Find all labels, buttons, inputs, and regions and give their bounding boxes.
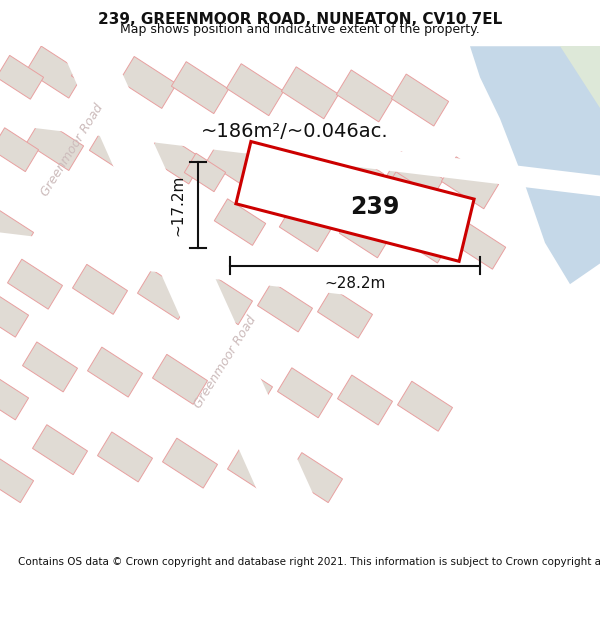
Polygon shape [0, 211, 34, 254]
Polygon shape [386, 152, 443, 204]
Polygon shape [391, 74, 449, 126]
Polygon shape [266, 142, 323, 194]
Polygon shape [217, 361, 272, 411]
Polygon shape [337, 375, 392, 425]
Polygon shape [397, 381, 452, 431]
Polygon shape [22, 342, 77, 392]
Polygon shape [0, 376, 29, 420]
Polygon shape [0, 103, 600, 196]
Polygon shape [71, 51, 128, 103]
Polygon shape [115, 146, 155, 184]
Text: ~28.2m: ~28.2m [325, 276, 386, 291]
Polygon shape [197, 275, 253, 324]
Polygon shape [60, 46, 340, 553]
Polygon shape [319, 166, 361, 204]
Polygon shape [163, 438, 218, 488]
Polygon shape [73, 264, 128, 314]
Polygon shape [184, 153, 226, 192]
Polygon shape [26, 46, 83, 98]
Text: Greenmoor Road: Greenmoor Road [38, 101, 106, 198]
Text: Contains OS data © Crown copyright and database right 2021. This information is : Contains OS data © Crown copyright and d… [18, 557, 600, 567]
Text: 239: 239 [350, 194, 400, 219]
Polygon shape [32, 424, 88, 474]
Polygon shape [385, 172, 425, 211]
Text: Greenmoor Road: Greenmoor Road [191, 313, 259, 410]
Polygon shape [152, 354, 208, 404]
Polygon shape [227, 446, 283, 496]
Polygon shape [442, 157, 499, 209]
Polygon shape [0, 127, 38, 172]
Polygon shape [206, 137, 263, 189]
Polygon shape [250, 159, 290, 198]
Polygon shape [26, 119, 83, 171]
Polygon shape [277, 368, 332, 418]
Text: ~17.2m: ~17.2m [170, 174, 185, 236]
Polygon shape [119, 56, 176, 109]
Polygon shape [88, 347, 143, 397]
Polygon shape [0, 459, 34, 503]
Polygon shape [257, 282, 313, 332]
Polygon shape [454, 222, 506, 269]
Text: ~186m²/~0.046ac.: ~186m²/~0.046ac. [201, 122, 389, 141]
Polygon shape [317, 288, 373, 338]
Polygon shape [326, 146, 383, 198]
Polygon shape [89, 126, 146, 178]
Polygon shape [337, 70, 394, 122]
Polygon shape [0, 232, 600, 326]
Polygon shape [236, 141, 474, 261]
Polygon shape [470, 46, 600, 284]
Polygon shape [146, 132, 203, 184]
Polygon shape [0, 56, 44, 99]
Polygon shape [0, 293, 29, 337]
Polygon shape [214, 199, 266, 246]
Polygon shape [281, 67, 338, 119]
Polygon shape [7, 259, 62, 309]
Polygon shape [560, 46, 600, 108]
Text: Map shows position and indicative extent of the property.: Map shows position and indicative extent… [120, 23, 480, 36]
Text: 239, GREENMOOR ROAD, NUNEATON, CV10 7EL: 239, GREENMOOR ROAD, NUNEATON, CV10 7EL [98, 11, 502, 26]
Polygon shape [137, 269, 193, 319]
Polygon shape [399, 216, 451, 263]
Polygon shape [226, 64, 284, 116]
Polygon shape [339, 211, 391, 258]
Polygon shape [287, 452, 343, 503]
Polygon shape [172, 62, 229, 114]
Polygon shape [279, 205, 331, 252]
Polygon shape [97, 432, 152, 482]
